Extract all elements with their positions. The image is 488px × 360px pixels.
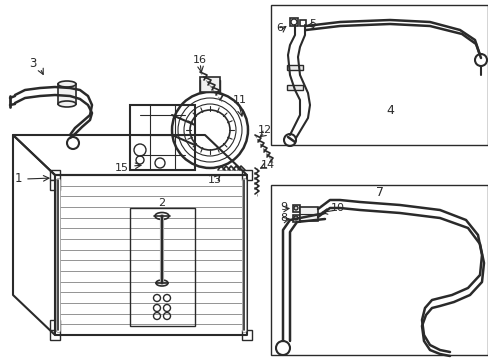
- Bar: [130, 105, 195, 170]
- Text: 8: 8: [280, 213, 287, 223]
- Bar: [58, 84, 76, 104]
- Bar: [242, 330, 251, 340]
- Text: 11: 11: [232, 95, 246, 105]
- Text: 2: 2: [158, 198, 165, 208]
- Bar: [50, 320, 60, 330]
- Bar: [50, 180, 60, 190]
- Text: 9: 9: [280, 202, 287, 212]
- Bar: [242, 170, 251, 180]
- Bar: [286, 85, 303, 90]
- Text: 12: 12: [257, 125, 271, 135]
- Bar: [270, 5, 487, 145]
- Bar: [200, 77, 220, 92]
- Text: 13: 13: [207, 175, 222, 185]
- Circle shape: [293, 216, 297, 220]
- Bar: [50, 330, 60, 340]
- Text: 5: 5: [309, 19, 316, 29]
- Text: 16: 16: [193, 55, 206, 65]
- Ellipse shape: [156, 280, 168, 286]
- Circle shape: [293, 206, 297, 210]
- Ellipse shape: [58, 101, 76, 107]
- Bar: [286, 65, 303, 70]
- Bar: [130, 208, 195, 326]
- Text: 3: 3: [29, 57, 37, 69]
- Text: 14: 14: [261, 160, 274, 170]
- Bar: [299, 207, 317, 221]
- Text: 1: 1: [14, 171, 21, 185]
- Ellipse shape: [155, 212, 169, 220]
- Bar: [270, 185, 487, 355]
- Text: 4: 4: [385, 104, 393, 117]
- Text: 7: 7: [375, 185, 383, 198]
- Bar: [299, 20, 305, 26]
- Bar: [292, 215, 299, 222]
- Bar: [50, 170, 60, 180]
- Text: 10: 10: [330, 203, 345, 213]
- Bar: [289, 18, 297, 26]
- Ellipse shape: [58, 81, 76, 87]
- Text: 6: 6: [276, 23, 283, 33]
- Bar: [292, 205, 299, 212]
- Text: 15: 15: [115, 163, 129, 173]
